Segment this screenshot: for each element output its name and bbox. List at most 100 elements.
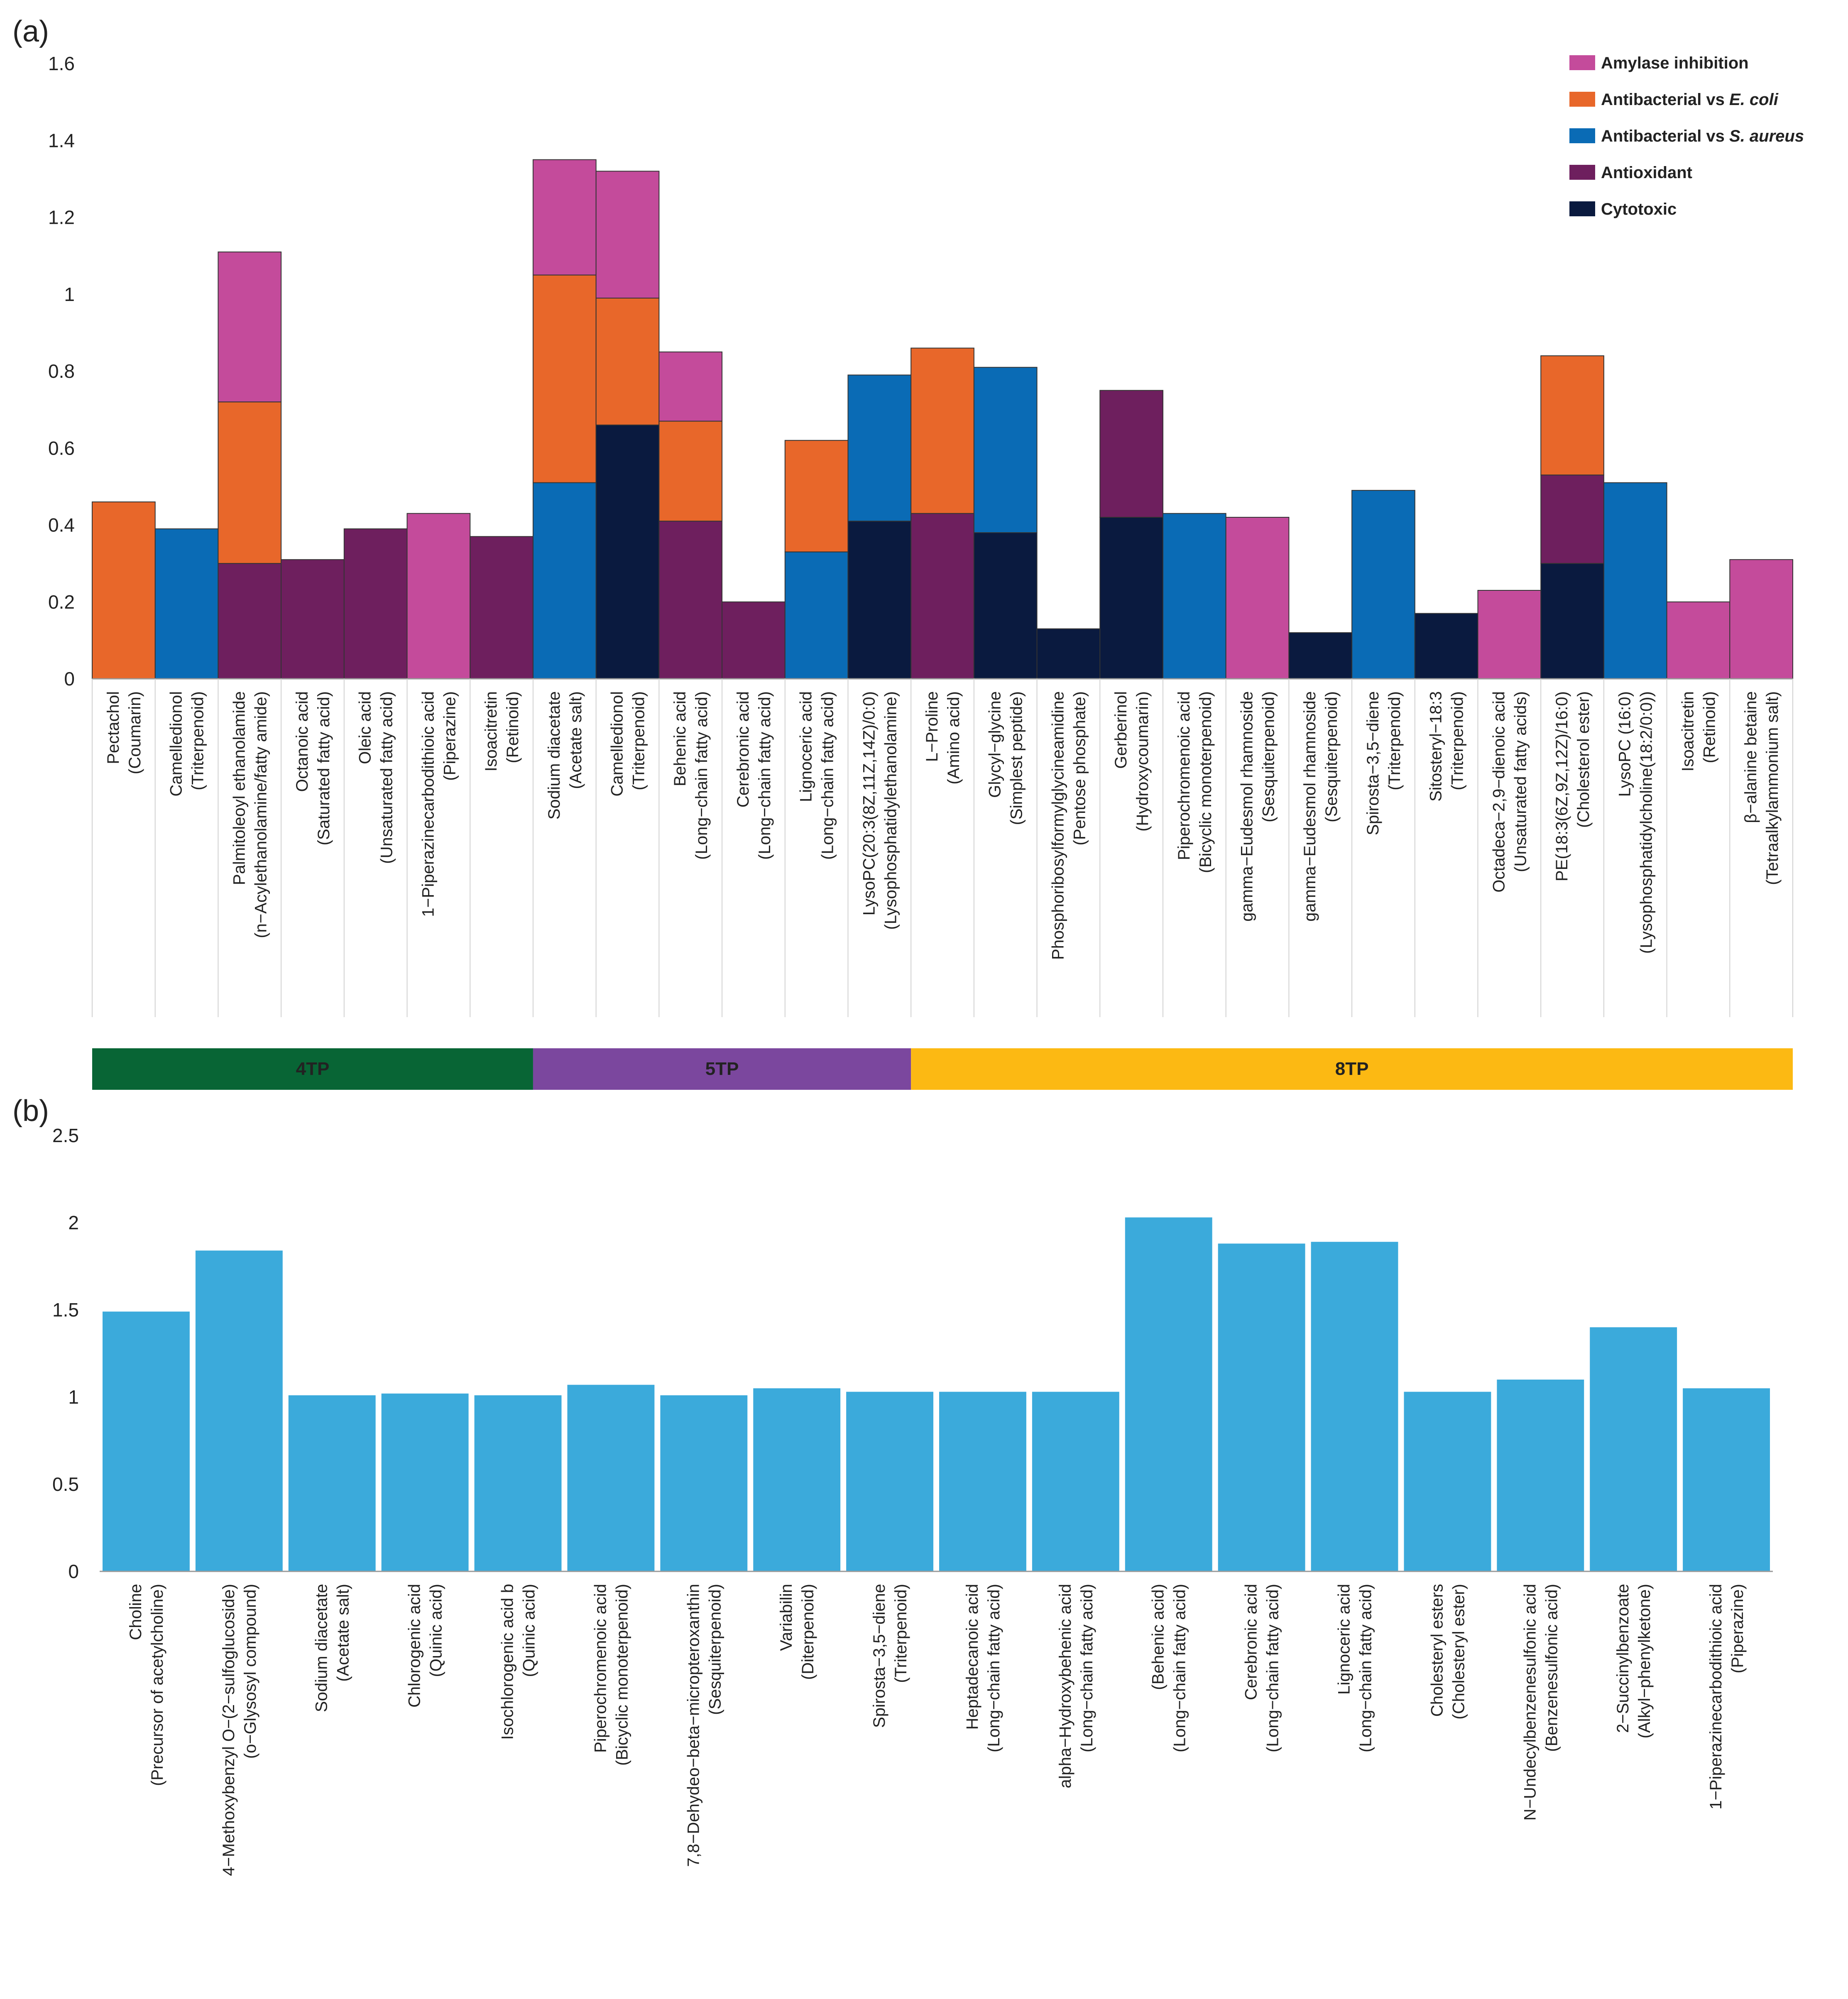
category-class: (Lysophosphatidylethanolamine) <box>881 691 900 930</box>
category-label: Chlorogenic acid (Quinic acid) <box>406 1584 445 1708</box>
category-name: Isoacitretin <box>1679 691 1697 771</box>
panel-b-bars <box>103 1217 1770 1571</box>
category-label: Octadeca−2,9−dienoic acid (Unsaturated fa… <box>1490 691 1530 893</box>
bar <box>1032 1392 1119 1571</box>
category-label: Variabilin (Diterpenoid) <box>777 1584 817 1680</box>
panel-a-axes <box>92 678 1793 1017</box>
category-name: Glycyl−glycine <box>986 691 1004 798</box>
category-label: Heptadecanoic acid (Long−chain fatty acid… <box>963 1584 1003 1752</box>
bar-segment-saureus <box>973 367 1038 533</box>
category-name: Heptadecanoic acid <box>963 1584 982 1730</box>
panel-b-label: (b) <box>12 1094 49 1128</box>
category-label: gamma−Eudesmol rhamnoside (Sesquiterpenoi… <box>1301 691 1341 922</box>
category-label: Cerebronic acid (Long−chain fatty acid) <box>734 691 774 860</box>
category-name: Behenic acid <box>671 691 689 786</box>
bar <box>1590 1327 1677 1571</box>
category-class: (Sesquiterpenoid) <box>706 1584 724 1715</box>
category-label: Piperochromenoic acid (Bicyclic monoterpe… <box>591 1584 631 1766</box>
category-label: Lignoceric acid (Long−chain fatty acid) <box>797 691 837 860</box>
bar-segment-saureus <box>1603 482 1667 680</box>
bar <box>474 1395 562 1571</box>
category-label: Lignoceric acid (Long−chain fatty acid) <box>1335 1584 1375 1752</box>
category-label: β−alanine betaine (Tetraalkylammonium sal… <box>1742 691 1782 885</box>
category-label: 1−Piperazinecarbodithioic acid (Piperazin… <box>1707 1584 1747 1810</box>
category-name: L−Proline <box>923 691 941 762</box>
panel-b-category-labels: Choline (Precursor of acetylcholine) 4−Met… <box>127 1584 1747 1876</box>
category-name: Pectachol <box>104 691 122 764</box>
category-label: Camelledionol (Triterpenoid) <box>608 691 648 796</box>
bar <box>1497 1380 1584 1571</box>
category-label: Isoacitretin (Retinoid) <box>1679 691 1718 771</box>
bar <box>846 1392 933 1571</box>
bar <box>288 1395 376 1571</box>
bar <box>753 1388 841 1571</box>
category-class: (Long−chain fatty acid) <box>985 1584 1003 1752</box>
bar-segment-cytotoxic <box>1288 632 1353 679</box>
category-class: (Long−chain fatty acid) <box>1264 1584 1282 1752</box>
category-class: (Bicyclic monoterpenoid) <box>1197 691 1215 873</box>
category-name: Sodium diacetate <box>545 691 563 820</box>
category-name: Piperochromenoic acid <box>591 1584 609 1753</box>
y-tick-label: 0.8 <box>48 360 75 382</box>
bar-segment-ecoli <box>784 440 849 553</box>
legend-swatch-ecoli <box>1569 92 1595 107</box>
bar-segment-amylase <box>1225 516 1290 679</box>
category-label: Spirosta−3,5−diene (Triterpenoid) <box>870 1584 910 1728</box>
category-label: Isoacitretin (Retinoid) <box>482 691 522 771</box>
group-label: 5TP <box>705 1059 739 1079</box>
bar-segment-antioxidant <box>470 536 534 679</box>
y-tick-label: 0.4 <box>48 514 75 536</box>
category-class: (Long−chain fatty acid) <box>693 691 711 860</box>
category-label: Isochlorogenic acid b (Quinic acid) <box>499 1584 538 1740</box>
y-tick-label: 0.6 <box>48 437 75 459</box>
bar-segment-antioxidant <box>722 601 786 679</box>
category-name: Choline <box>127 1584 145 1640</box>
category-name: β−alanine betaine <box>1742 691 1760 823</box>
panel-a-group-bands: 4TP 5TP 8TP <box>92 1048 1793 1090</box>
group-band <box>533 1048 911 1090</box>
bar-segment-antioxidant <box>281 559 345 680</box>
category-name: gamma−Eudesmol rhamnoside <box>1238 691 1256 922</box>
y-tick-label: 1.6 <box>48 53 75 74</box>
bar-segment-antioxidant <box>658 521 723 680</box>
y-tick-label: 1 <box>68 1386 79 1408</box>
category-name: Camelledionol <box>608 691 626 796</box>
bar-segment-amylase <box>218 251 282 403</box>
panel-b-y-axis: 0 0.5 1 1.5 2 2.5 <box>52 1125 79 1582</box>
category-class: (Retinoid) <box>1700 691 1718 763</box>
category-label: Oleic acid (Unsaturated fatty acid) <box>356 691 396 864</box>
panel-a-label: (a) <box>12 15 49 48</box>
category-name: Sodium diacetate <box>313 1584 331 1712</box>
bar <box>1218 1243 1305 1571</box>
category-class: (Triterpenoid) <box>1449 691 1467 790</box>
category-label: alpha−Hydroxybehenic acid (Long−chain fat… <box>1056 1584 1096 1789</box>
category-class: (Long−chain fatty acid) <box>1078 1584 1096 1752</box>
group-band <box>92 1048 533 1090</box>
bar <box>381 1393 469 1571</box>
y-tick-label: 1.4 <box>48 130 75 151</box>
category-label: Sodium diacetate (Acetate salt) <box>313 1584 352 1712</box>
bar-segment-ecoli <box>911 347 974 514</box>
y-tick-label: 1.2 <box>48 207 75 228</box>
bar-segment-saureus <box>154 528 219 679</box>
category-label: L−Proline (Amino acid) <box>923 691 963 785</box>
bar <box>103 1311 190 1571</box>
y-tick-label: 0.2 <box>48 591 75 613</box>
category-class: (Cholesteryl ester) <box>1449 1584 1468 1720</box>
bar <box>939 1392 1026 1571</box>
bar-segment-ecoli <box>92 501 156 680</box>
bar <box>1311 1242 1398 1571</box>
category-name: Spirosta−3,5−diene <box>1364 691 1382 835</box>
category-name: gamma−Eudesmol rhamnoside <box>1301 691 1319 922</box>
category-name: 1−Piperazinecarbodithioic acid <box>1707 1584 1725 1810</box>
category-class: (n−Acylethanolamine/fatty amide) <box>252 691 270 938</box>
category-label: Spirosta−3,5−diene (Triterpenoid) <box>1364 691 1404 835</box>
category-label: Sitosteryl−18:3 (Triterpenoid) <box>1427 691 1467 802</box>
category-class: (Simplest peptide) <box>1008 691 1026 825</box>
category-name: Lignoceric acid <box>1335 1584 1354 1695</box>
category-name: 4−Methoxybenzyl O−(2−sulfoglucoside) <box>220 1584 238 1876</box>
category-class: (o−Glysosyl compound) <box>241 1584 259 1759</box>
bar-segment-amylase <box>1666 601 1731 679</box>
category-label: N−Undecylbenzenesulfonic acid (Benzenesul… <box>1521 1584 1561 1820</box>
bar-segment-ecoli <box>658 421 723 522</box>
